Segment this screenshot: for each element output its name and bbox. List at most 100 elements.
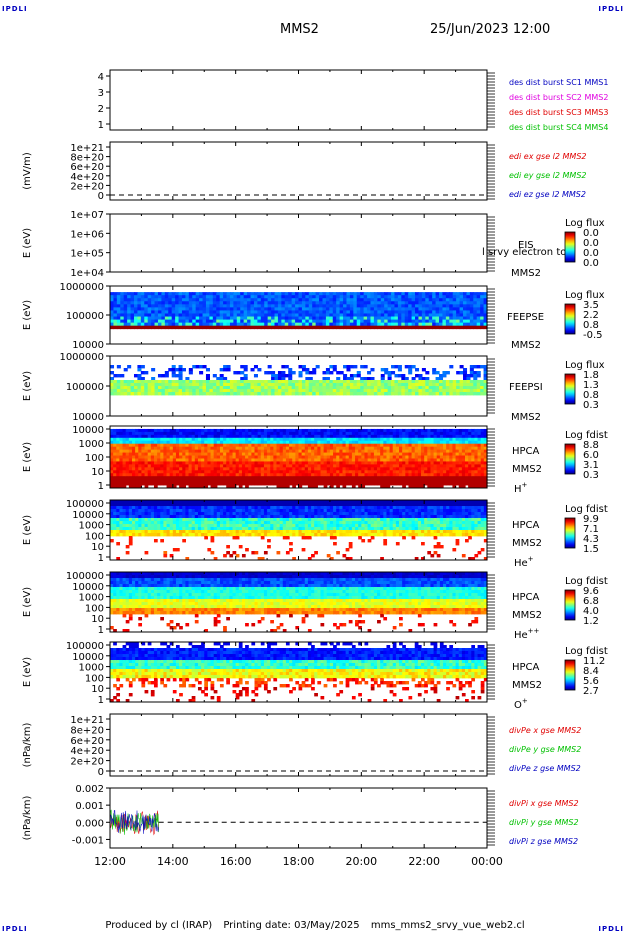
spectrogram-cell [389, 479, 394, 483]
spectrogram-cell [427, 452, 432, 456]
spectrogram-cell [232, 479, 237, 483]
spectrogram-cell [311, 473, 315, 477]
spectrogram-cell [254, 461, 259, 465]
spectrogram-cell [182, 455, 186, 459]
spectrogram-cell [154, 295, 159, 299]
spectrogram-cell [128, 434, 133, 439]
spectrogram-cell [213, 443, 218, 448]
spectrogram-cell [332, 368, 337, 372]
spectrogram-cell [295, 325, 300, 330]
spectrogram-cell [202, 298, 207, 302]
spectrogram-cell [425, 325, 430, 330]
spectrogram-cell [161, 383, 166, 387]
spectrogram-cell [421, 383, 426, 387]
spectrogram-cell [161, 386, 166, 390]
spectrogram-cell [172, 458, 177, 462]
spectrogram-cell [384, 310, 389, 314]
spectrogram-cell [144, 530, 149, 534]
spectrogram-cell [161, 292, 166, 296]
spectrogram-cell [301, 446, 306, 451]
spectrogram-cell [439, 428, 444, 433]
spectrogram-cell [205, 295, 210, 299]
spectrogram-cell [241, 473, 246, 477]
spectrogram-cell [195, 316, 200, 320]
spectrogram-cell [274, 319, 279, 324]
spectrogram-cell [151, 377, 156, 381]
spectrogram-cell [110, 518, 114, 522]
spectrogram-cell [181, 368, 186, 372]
spectrogram-cell [439, 458, 444, 462]
spectrogram-cell [292, 434, 296, 439]
spectrogram-cell [169, 476, 174, 480]
spectrogram-cell [436, 440, 441, 445]
spectrogram-cell [110, 437, 114, 442]
spectrogram-cell [377, 295, 382, 299]
des-y-tick-label: 2 [98, 104, 104, 115]
spectrogram-cell [110, 316, 115, 320]
spectrogram-cell [213, 479, 218, 483]
spectrogram-cell [417, 443, 422, 448]
spectrogram-cell [317, 482, 322, 486]
spectrogram-cell [154, 389, 159, 393]
spectrogram-cell [339, 383, 344, 387]
spectrogram-cell [236, 295, 241, 299]
spectrogram-cell [276, 452, 281, 456]
spectrogram-cell [411, 392, 416, 396]
spectrogram-cell [226, 443, 230, 448]
spectrogram-cell [415, 383, 420, 387]
spectrogram-cell [449, 440, 454, 445]
spectrogram-cell [449, 322, 454, 327]
spectrogram-cell [329, 446, 334, 451]
spectrogram-cell [417, 428, 422, 433]
spectrogram-cell [273, 476, 278, 480]
spectrogram-cell [386, 452, 391, 456]
spectrogram-cell [281, 292, 286, 296]
spectrogram-cell [110, 383, 115, 387]
spectrogram-cell [140, 325, 145, 330]
spectrogram-cell [267, 479, 271, 483]
spectrogram-cell [408, 383, 413, 387]
spectrogram-cell [138, 530, 143, 534]
spectrogram-cell [251, 458, 256, 462]
spectrogram-cell [377, 437, 381, 442]
spectrogram-cell [421, 304, 426, 308]
spectrogram-cell [343, 374, 348, 378]
spectrogram-cell [452, 389, 457, 393]
spectrogram-cell [483, 461, 488, 465]
spectrogram-cell [216, 440, 221, 445]
spectrogram-cell [154, 392, 159, 396]
spectrogram-cell [257, 476, 262, 480]
spectrogram-cell [267, 482, 271, 486]
spectrogram-cell [125, 470, 130, 474]
spectrogram-cell [219, 458, 224, 462]
spectrogram-cell [421, 485, 425, 489]
spectrogram-cell [169, 482, 174, 486]
spectrogram-cell [181, 301, 186, 305]
spectrogram-cell [137, 313, 142, 317]
hpca-h-y-tick-label: 100 [85, 453, 104, 464]
spectrogram-cell [181, 313, 186, 317]
spectrogram-cell [161, 313, 166, 317]
spectrogram-cell [113, 392, 118, 396]
spectrogram-cell [466, 304, 471, 308]
spectrogram-cell [477, 464, 482, 468]
spectrogram-cell [194, 437, 199, 442]
spectrogram-cell [135, 473, 139, 477]
spectrogram-cell [435, 322, 440, 327]
spectrogram-cell [238, 470, 243, 474]
spectrogram-cell [288, 374, 293, 378]
spectrogram-cell [128, 449, 133, 453]
spectrogram-cell [185, 434, 190, 439]
spectrogram-cell [389, 434, 394, 439]
spectrogram-cell [345, 473, 350, 477]
spectrogram-cell [304, 473, 309, 477]
spectrogram-cell [466, 386, 471, 390]
spectrogram-cell [263, 449, 268, 453]
spectrogram-cell [245, 479, 249, 483]
spectrogram-cell [128, 512, 133, 516]
spectrogram-cell [257, 304, 262, 308]
spectrogram-cell [402, 434, 406, 439]
spectrogram-cell [345, 476, 350, 480]
spectrogram-cell [182, 470, 186, 474]
spectrogram-cell [160, 449, 165, 453]
